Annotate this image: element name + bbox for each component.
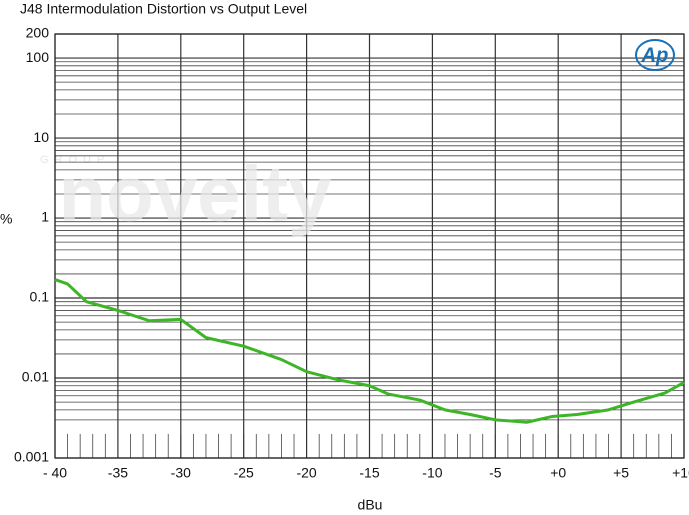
y-tick-label: 0.1	[30, 289, 50, 305]
chart-title: J48 Intermodulation Distortion vs Output…	[20, 1, 307, 17]
y-tick-label: 1	[41, 209, 49, 225]
x-tick-label: -5	[489, 465, 502, 481]
logo: Ap	[641, 44, 669, 66]
watermark-sub: GROUP	[40, 154, 110, 166]
x-tick-label: +10	[672, 465, 689, 481]
x-tick-label: -15	[359, 465, 379, 481]
y-tick-label: 0.01	[22, 369, 49, 385]
data-line	[54, 278, 685, 424]
watermark: novelty	[58, 150, 331, 238]
x-tick-label: -30	[171, 465, 191, 481]
x-tick-label: -10	[422, 465, 442, 481]
x-tick-label: - 40	[43, 465, 67, 481]
y-axis-label: %	[0, 211, 12, 227]
plot-border	[54, 33, 685, 459]
logo-ring	[635, 39, 675, 71]
y-tick-label: 10	[33, 129, 49, 145]
y-tick-label: 200	[26, 25, 50, 41]
x-tick-label: +5	[613, 465, 629, 481]
y-tick-label: 100	[26, 49, 50, 65]
plot-area	[54, 33, 685, 459]
y-tick-label: 0.001	[14, 449, 49, 465]
x-tick-label: -20	[296, 465, 316, 481]
x-axis-label: dBu	[358, 497, 383, 513]
x-tick-label: +0	[550, 465, 566, 481]
x-tick-label: -25	[234, 465, 254, 481]
x-tick-label: -35	[108, 465, 128, 481]
